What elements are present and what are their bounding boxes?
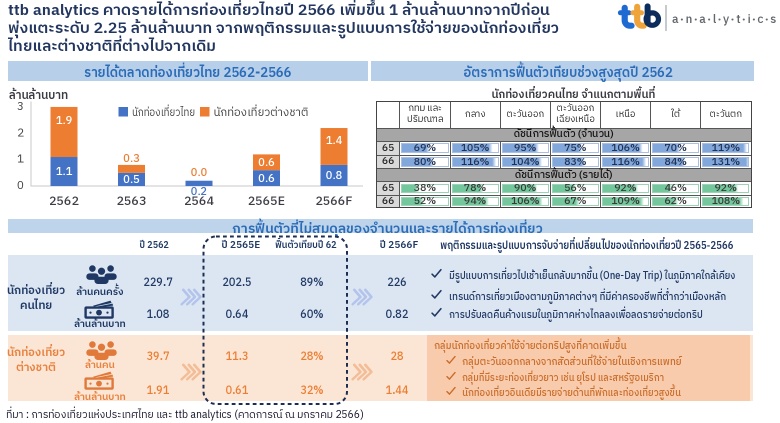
svg-text:0.3: 0.3 xyxy=(123,150,139,168)
svg-text:2562: 2562 xyxy=(49,191,80,212)
svg-text:0.0: 0.0 xyxy=(191,164,208,182)
svg-text:2563: 2563 xyxy=(116,191,146,212)
svg-text:1.9: 1.9 xyxy=(56,112,73,130)
svg-text:0.8: 0.8 xyxy=(326,167,343,185)
svg-text:0.6: 0.6 xyxy=(258,154,275,172)
svg-text:นักท่องเที่ยวต่างชาติ: นักท่องเที่ยวต่างชาติ xyxy=(214,104,309,123)
svg-text:2566F: 2566F xyxy=(315,191,352,212)
svg-text:0: 0 xyxy=(17,177,24,196)
svg-text:0.5: 0.5 xyxy=(123,171,140,189)
svg-text:2: 2 xyxy=(17,124,24,143)
svg-text:0.2: 0.2 xyxy=(191,183,208,201)
svg-text:ล้านล้านบาท: ล้านล้านบาท xyxy=(9,85,68,106)
svg-text:a·n·a·l·y·t·i·c·s: a·n·a·l·y·t·i·c·s xyxy=(672,11,778,30)
svg-text:1.1: 1.1 xyxy=(56,163,72,181)
svg-text:2565E: 2565E xyxy=(248,191,285,212)
svg-text:0.6: 0.6 xyxy=(258,170,275,188)
svg-text:1: 1 xyxy=(17,151,24,170)
svg-text:1.4: 1.4 xyxy=(326,132,342,150)
svg-text:นักท่องเที่ยวไทย: นักท่องเที่ยวไทย xyxy=(132,104,195,123)
svg-text:2564: 2564 xyxy=(184,191,215,212)
svg-text:3: 3 xyxy=(17,98,24,117)
